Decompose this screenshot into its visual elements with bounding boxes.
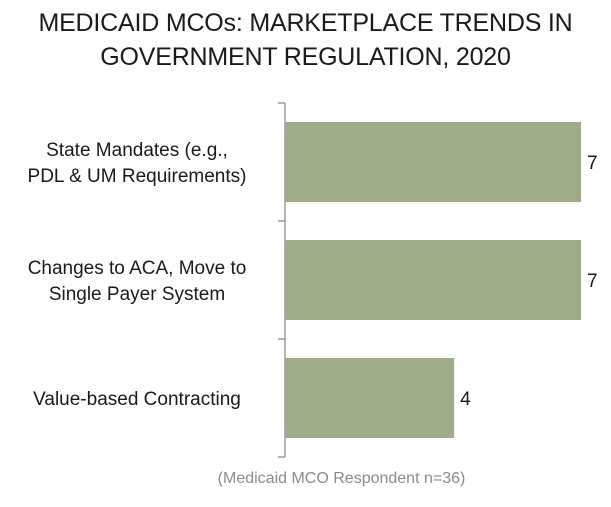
bar-2 [285,240,581,320]
bars [285,122,581,438]
category-axis [278,102,286,458]
category-label-line: Value-based Contracting [33,389,241,410]
category-label-3: Value-based Contracting [33,389,241,410]
data-label-3: 4 [460,389,471,410]
data-label-2: 7 [587,271,598,292]
data-label-1: 7 [587,153,598,174]
bar-3 [285,358,455,438]
category-label-line: Single Payer System [49,284,225,305]
footnote: (Medicaid MCO Respondent n=36) [217,470,466,487]
category-label-1: State Mandates (e.g., PDL & UM Requiremen… [28,140,247,187]
category-label-line: State Mandates (e.g., [46,140,228,161]
category-labels: State Mandates (e.g., PDL & UM Requiremen… [28,140,247,410]
category-label-2: Changes to ACA, Move to Single Payer Syst… [28,258,247,305]
data-labels: 7 7 4 [460,153,597,410]
chart-title: MEDICAID MCOs: MARKETPLACE TRENDS IN GOV… [0,6,611,74]
category-label-line: Changes to ACA, Move to [28,258,247,279]
chart-title-line-2: GOVERNMENT REGULATION, 2020 [100,43,511,71]
chart-title-line-1: MEDICAID MCOs: MARKETPLACE TRENDS IN [38,9,573,37]
category-label-line: PDL & UM Requirements) [28,166,247,187]
bar-1 [285,122,581,202]
